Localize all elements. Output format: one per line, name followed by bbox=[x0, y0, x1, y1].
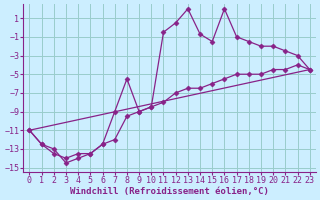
X-axis label: Windchill (Refroidissement éolien,°C): Windchill (Refroidissement éolien,°C) bbox=[70, 187, 269, 196]
